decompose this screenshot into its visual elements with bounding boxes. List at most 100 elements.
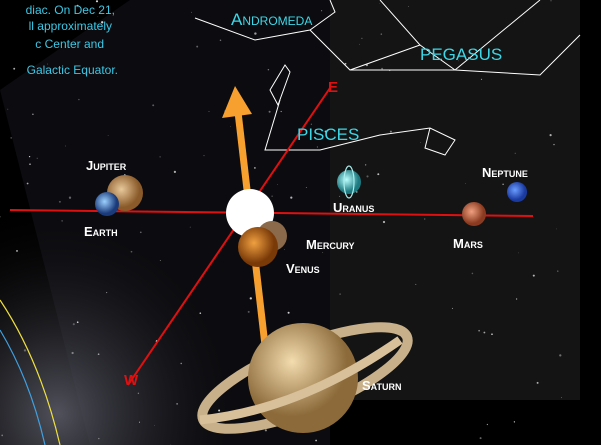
star [230, 126, 231, 127]
star [98, 438, 99, 439]
star [29, 163, 30, 164]
star [271, 196, 272, 197]
star [381, 33, 383, 35]
constellation-label: PEGASUS [420, 45, 502, 64]
mars [462, 202, 486, 226]
star [190, 227, 191, 228]
uranus [337, 170, 361, 194]
star [556, 229, 557, 230]
star [174, 171, 176, 173]
star [491, 333, 493, 335]
star [152, 104, 154, 106]
star [550, 134, 552, 136]
star [424, 218, 425, 219]
caption-line: c Center and [35, 37, 104, 51]
star [77, 321, 79, 323]
star [208, 111, 209, 112]
earth [95, 192, 119, 216]
star [390, 131, 392, 133]
star [191, 12, 192, 13]
star [339, 196, 340, 197]
star [481, 79, 482, 80]
star [465, 183, 466, 184]
planet-label: Neptune [482, 165, 528, 180]
star [44, 392, 45, 393]
star [24, 349, 26, 351]
star [65, 146, 66, 147]
star [220, 40, 222, 42]
star [106, 292, 107, 293]
star [7, 109, 8, 110]
planet-label: Mars [453, 236, 483, 251]
planet-label: Earth [84, 224, 118, 239]
star [379, 3, 380, 4]
star [180, 363, 181, 364]
planet-label: Saturn [362, 378, 402, 393]
star [472, 273, 474, 275]
star [317, 147, 318, 148]
star [361, 38, 362, 39]
star [452, 308, 453, 309]
star [78, 99, 79, 100]
star [254, 32, 256, 34]
star [366, 175, 368, 177]
planet-label: Venus [286, 261, 320, 276]
scene: diac. On Dec 21, ll approximately c Cent… [0, 0, 601, 445]
neptune [507, 182, 527, 202]
star [415, 284, 416, 285]
star [365, 164, 366, 165]
star [315, 440, 317, 442]
star [487, 424, 488, 425]
caption-line: ll approximately [29, 19, 112, 33]
star [502, 184, 503, 185]
star [16, 250, 18, 252]
star [176, 403, 178, 405]
star [269, 111, 271, 113]
star [61, 220, 62, 221]
star [32, 114, 34, 116]
star [13, 68, 15, 70]
caption-line: Galactic Equator. [27, 63, 118, 77]
star [288, 312, 290, 314]
star [98, 353, 100, 355]
star [290, 197, 292, 199]
star [160, 156, 161, 157]
venus [238, 227, 278, 267]
star [322, 252, 323, 253]
star [420, 142, 421, 143]
star [140, 231, 142, 233]
star [268, 69, 269, 70]
direction-label: W [124, 372, 139, 389]
star [383, 221, 385, 223]
star [478, 330, 480, 332]
star [553, 144, 554, 145]
star [561, 397, 562, 398]
star [483, 332, 485, 334]
star [69, 197, 71, 199]
star [515, 153, 516, 154]
star [196, 46, 198, 48]
star [516, 298, 517, 299]
caption-line: diac. On Dec 21, [26, 3, 115, 17]
star [71, 352, 73, 354]
star [359, 44, 360, 45]
star [537, 382, 539, 384]
star [200, 312, 202, 314]
star [108, 135, 109, 136]
planet-label: Uranus [333, 200, 374, 215]
star [59, 201, 61, 203]
star [204, 155, 205, 156]
direction-label: E [328, 79, 338, 96]
star [377, 173, 379, 175]
star [29, 156, 30, 157]
star [480, 437, 482, 439]
star [254, 167, 256, 169]
constellation-label: Andromeda [231, 10, 312, 29]
star [321, 10, 322, 11]
star [408, 6, 409, 7]
star [1, 435, 3, 437]
star [160, 260, 161, 261]
star [514, 421, 515, 422]
planet-label: Jupiter [86, 158, 127, 173]
star [139, 422, 140, 423]
